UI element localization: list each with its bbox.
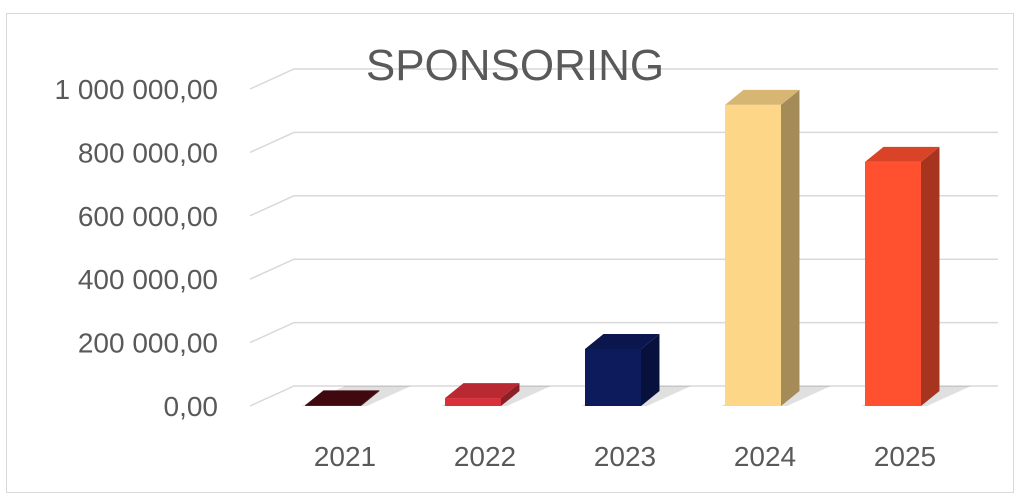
bar-side (361, 390, 380, 406)
bar-2025 (861, 146, 971, 406)
x-tick-label: 2023 (594, 441, 656, 472)
x-tick-label: 2025 (874, 441, 936, 472)
y-tick-label: 1 000 000,00 (55, 74, 219, 105)
chart-title: SPONSORING (366, 41, 664, 90)
bar-2023 (581, 333, 691, 406)
bars (301, 89, 971, 406)
bar-side (921, 146, 940, 406)
bar-top (445, 383, 520, 399)
y-tick-label: 400 000,00 (78, 264, 218, 295)
x-tick-label: 2022 (454, 441, 516, 472)
bar-top (725, 89, 800, 105)
bar-side (641, 333, 660, 406)
bar-front (445, 398, 501, 406)
bar-top (305, 390, 380, 406)
x-tick-label: 2024 (734, 441, 796, 472)
gridline (249, 68, 998, 90)
x-axis-ticks: 2021 2022 2023 2024 2025 (314, 441, 936, 472)
y-tick-label: 600 000,00 (78, 201, 218, 232)
bar-front (725, 104, 781, 406)
y-axis-ticks: 0,00 200 000,00 400 000,00 600 000,00 800 00… (55, 74, 219, 422)
bar-side (781, 89, 800, 406)
y-tick-label: 0,00 (164, 391, 219, 422)
bar-front (585, 348, 641, 406)
y-tick-label: 800 000,00 (78, 137, 218, 168)
bar-top (865, 146, 940, 162)
bar-2022 (441, 383, 551, 406)
bar-side (501, 383, 520, 406)
bar-2021 (301, 386, 411, 406)
bar-front (865, 161, 921, 406)
chart-frame (6, 13, 1014, 493)
bar-2024 (721, 89, 831, 406)
x-tick-label: 2021 (314, 441, 376, 472)
y-tick-label: 200 000,00 (78, 328, 218, 359)
bar-top (585, 333, 660, 349)
bar-front (305, 405, 361, 406)
